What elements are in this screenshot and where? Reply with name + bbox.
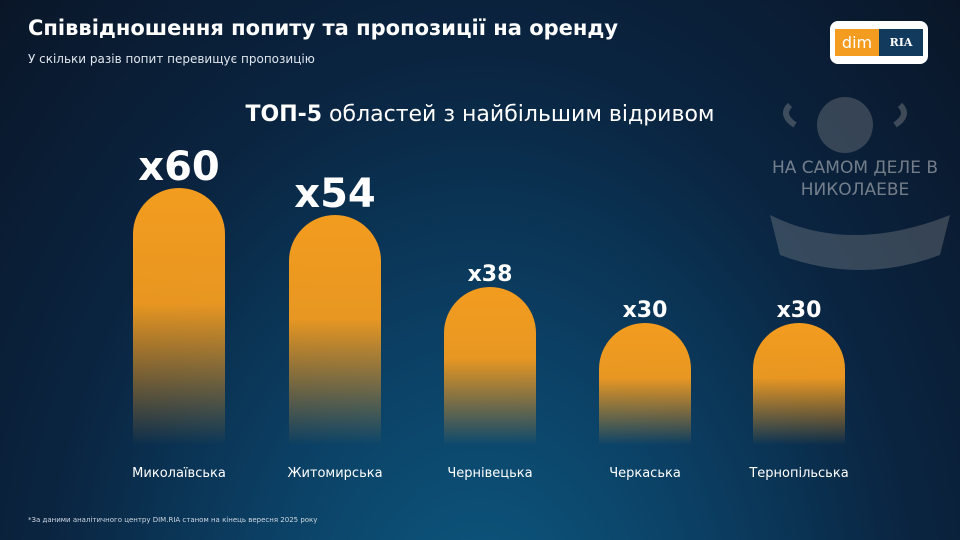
data-label: x54 bbox=[294, 171, 375, 217]
data-label: x30 bbox=[777, 298, 822, 323]
chart-title-rest: областей з найбільшим відривом bbox=[322, 102, 715, 127]
data-label: x38 bbox=[468, 262, 513, 287]
bar-4 bbox=[599, 323, 691, 445]
category-label: Житомирська bbox=[287, 466, 382, 481]
chart-title: ТОП-5 областей з найбільшим відривом bbox=[0, 102, 960, 127]
category-label: Тернопільська bbox=[748, 466, 848, 481]
chart-title-bold: ТОП-5 bbox=[245, 102, 323, 127]
page-subtitle: У скільки разів попит перевищує пропозиц… bbox=[28, 52, 315, 66]
category-label: Миколаївська bbox=[132, 466, 226, 481]
bar-3 bbox=[444, 287, 536, 445]
category-label: Чернівецька bbox=[447, 466, 532, 481]
bar-2 bbox=[289, 215, 381, 445]
data-label: x30 bbox=[623, 298, 668, 323]
dimria-logo: dim RIA bbox=[830, 21, 928, 64]
bar-5 bbox=[753, 323, 845, 445]
watermark-text: НА САМОМ ДЕЛЕ В НИКОЛАЕВЕ bbox=[771, 158, 939, 200]
bar-1 bbox=[133, 188, 225, 445]
logo-dim: dim bbox=[835, 29, 879, 56]
page-title: Співвідношення попиту та пропозиції на о… bbox=[28, 16, 619, 40]
logo-ria: RIA bbox=[879, 29, 923, 56]
data-label: x60 bbox=[138, 144, 219, 190]
crown-emblem-icon bbox=[770, 97, 950, 270]
category-label: Черкаська bbox=[609, 466, 681, 481]
watermark: НА САМОМ ДЕЛЕ В НИКОЛАЕВЕ bbox=[750, 85, 960, 305]
footnote: *За даними аналітичного центру DIM.RIA с… bbox=[28, 516, 318, 524]
